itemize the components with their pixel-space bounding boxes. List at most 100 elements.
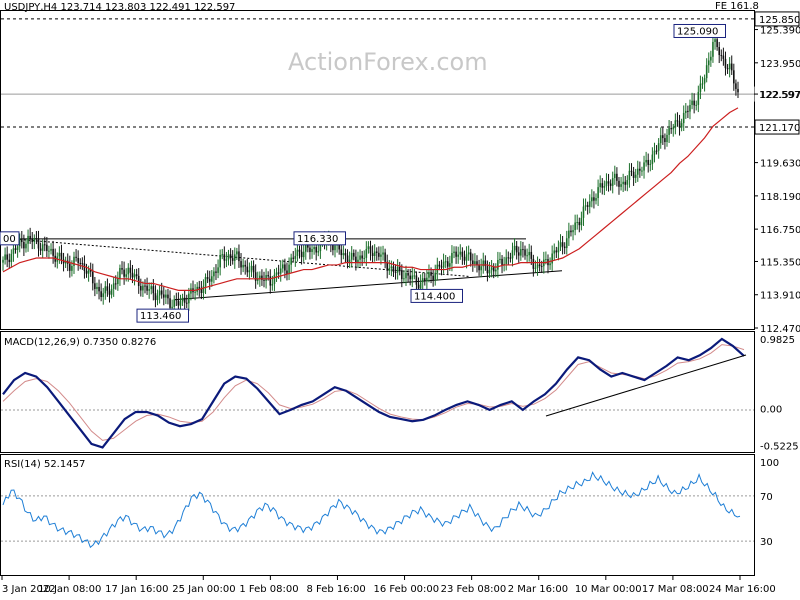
- candle-body: [701, 83, 704, 85]
- candle-body: [87, 269, 90, 274]
- candle-body: [568, 230, 570, 239]
- candle-body: [137, 275, 140, 287]
- candle-body: [112, 283, 115, 289]
- candle-body: [129, 267, 132, 273]
- candle-body: [524, 249, 526, 256]
- candle-body: [43, 244, 46, 246]
- candle-body: [438, 264, 441, 267]
- candle-body: [309, 247, 311, 253]
- candle-body: [697, 91, 700, 105]
- candle-body: [737, 88, 739, 93]
- candle-body: [263, 279, 265, 281]
- candle-body: [505, 257, 508, 264]
- candle-body: [407, 272, 409, 276]
- candle-body: [522, 249, 524, 251]
- candle-body: [467, 252, 470, 255]
- candle-body: [135, 274, 138, 276]
- candle-body: [492, 267, 495, 272]
- candle-body: [261, 275, 263, 280]
- candle-body: [25, 243, 27, 249]
- candle-body: [219, 254, 221, 268]
- candle-body: [726, 68, 729, 70]
- candle-body: [290, 257, 292, 265]
- candle-body: [380, 254, 382, 257]
- price-levels: 125.850 121.170 122.597: [1, 11, 800, 135]
- candle-body: [46, 244, 48, 251]
- candle-body: [284, 264, 286, 271]
- candle-body: [415, 275, 418, 285]
- candle-body: [217, 267, 219, 273]
- candle-body: [687, 110, 689, 112]
- candle-body: [23, 242, 25, 249]
- candle-body: [221, 254, 224, 256]
- candle-body: [582, 206, 585, 218]
- candle-body: [202, 286, 205, 294]
- candle-body: [536, 264, 539, 268]
- price-tick-label: 122.597: [760, 90, 800, 101]
- candle-body: [574, 222, 576, 231]
- candle-body: [511, 250, 514, 259]
- candle-body: [657, 143, 660, 151]
- candle-body: [140, 286, 142, 291]
- candle-body: [162, 294, 165, 298]
- candle-body: [722, 55, 725, 59]
- falling-trendline: [19, 239, 471, 277]
- candle-body: [225, 259, 228, 261]
- candle-body: [50, 248, 52, 251]
- candle-body: [238, 251, 240, 262]
- candle-body: [20, 238, 23, 243]
- candle-body: [169, 298, 171, 308]
- candle-body: [440, 266, 443, 268]
- candle-body: [119, 268, 121, 279]
- candle-body: [114, 283, 117, 285]
- candle-body: [183, 297, 186, 303]
- candle-body: [6, 254, 8, 260]
- time-tick-label: 1 Feb 08:00: [239, 584, 298, 595]
- candle-body: [177, 300, 180, 306]
- candle-body: [388, 268, 391, 271]
- candle-body: [344, 253, 347, 256]
- candle-body: [451, 252, 453, 264]
- candle-body: [459, 251, 462, 255]
- candle-body: [480, 266, 482, 271]
- candle-body: [144, 285, 146, 287]
- candle-body: [256, 278, 259, 281]
- candle-body: [605, 181, 608, 187]
- candle-body: [507, 257, 510, 259]
- candle-body: [390, 266, 393, 269]
- candle-body: [603, 186, 606, 188]
- candle-body: [185, 302, 188, 304]
- candle-body: [699, 83, 702, 92]
- candle-body: [490, 267, 493, 270]
- candle-body: [200, 289, 203, 294]
- candle-body: [296, 249, 299, 256]
- candle-body: [250, 265, 253, 271]
- candle-body: [499, 258, 501, 260]
- candle-body: [39, 248, 42, 251]
- candle-body: [357, 259, 359, 263]
- candle-body: [52, 248, 54, 256]
- price-tick-label: 115.350: [760, 257, 800, 268]
- candle-body: [586, 205, 589, 207]
- candle-body: [593, 197, 595, 201]
- candle-body: [578, 222, 581, 226]
- candle-body: [601, 183, 604, 188]
- candle-body: [350, 252, 353, 260]
- candle-body: [319, 240, 322, 252]
- candle-body: [718, 47, 721, 56]
- time-tick-label: 23 Feb 08:00: [441, 584, 507, 595]
- candle-body: [515, 245, 518, 253]
- candle-body: [561, 242, 564, 247]
- candle-body: [705, 65, 708, 79]
- candle-body: [662, 135, 664, 139]
- candle-body: [599, 183, 601, 188]
- candle-body: [71, 265, 73, 271]
- candle-body: [394, 271, 397, 273]
- candle-body: [634, 174, 637, 178]
- candle-body: [659, 135, 662, 144]
- candle-body: [672, 127, 675, 130]
- candle-body: [570, 230, 572, 233]
- candle-body: [653, 150, 656, 155]
- rsi-title: RSI(14) 52.1457: [4, 459, 85, 470]
- candle-body: [486, 266, 489, 274]
